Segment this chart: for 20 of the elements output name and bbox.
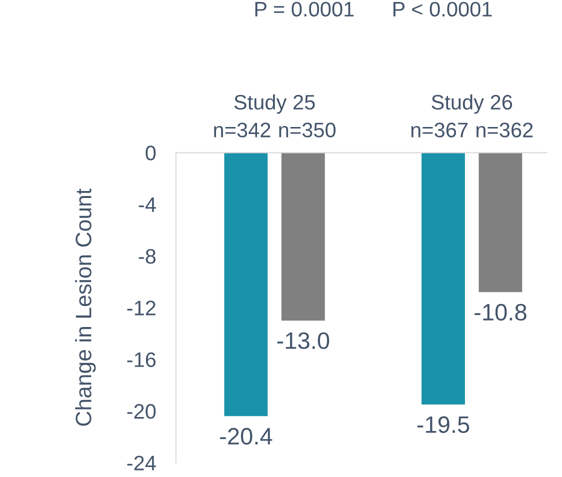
text: n=367 — [411, 122, 468, 138]
y-tick-label: -12 — [127, 300, 156, 316]
y-tick-label: -16 — [127, 352, 156, 368]
text: n=362 — [476, 122, 533, 138]
text: -10.8 — [474, 304, 526, 321]
y-axis-title: Change in Lesion Count — [75, 188, 96, 426]
text: P = 0.0001 — [255, 2, 354, 17]
y-tick-label: -24 — [127, 456, 156, 470]
text: -13.0 — [277, 332, 330, 350]
text: P < 0.0001 — [393, 2, 492, 17]
text: -19.5 — [417, 416, 470, 434]
text: -20.4 — [220, 428, 272, 445]
y-tick-label: 0 — [146, 146, 156, 160]
x-tick-label: Study 26 — [432, 94, 512, 114]
y-tick-label: -8 — [138, 248, 156, 264]
y-tick-label: -4 — [138, 198, 156, 212]
x-tick-label: Study 25 — [234, 94, 315, 114]
text: n=342 — [214, 122, 270, 138]
text: n=350 — [279, 122, 336, 138]
y-tick-label: -20 — [127, 404, 156, 419]
